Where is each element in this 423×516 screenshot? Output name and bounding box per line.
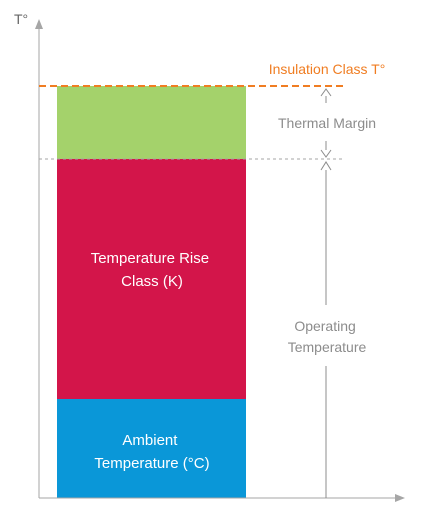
temperature-rise-line-2: Class (K)	[121, 273, 183, 290]
temperature-rise-line-1: Temperature Rise	[91, 250, 209, 267]
thermal-margin-label: Thermal Margin	[278, 115, 376, 131]
operating-temperature-up-arrow-icon	[320, 161, 332, 171]
operating-temperature-line-2: Temperature	[288, 339, 367, 355]
y-axis-arrow-icon	[35, 19, 43, 29]
insulation-class-label: Insulation Class T°	[269, 61, 386, 77]
ambient-temperature-line-2: Temperature (°C)	[94, 455, 209, 472]
temperature-rise-block	[57, 159, 246, 399]
thermal-margin-block	[57, 86, 246, 159]
ambient-temperature-line-1: Ambient	[122, 432, 178, 449]
thermal-margin-up-arrow-icon	[320, 88, 332, 97]
operating-temperature-label: Operating Temperature	[288, 318, 367, 355]
operating-temperature-line-1: Operating	[294, 318, 355, 334]
y-axis-label: T°	[14, 11, 28, 27]
ambient-temperature-block	[57, 399, 246, 498]
x-axis-arrow-icon	[395, 494, 405, 502]
temperature-rise-label: Temperature Rise Class (K)	[91, 250, 214, 290]
thermal-margin-down-arrow-icon	[320, 149, 332, 158]
ambient-temperature-label: Ambient Temperature (°C)	[94, 432, 209, 472]
